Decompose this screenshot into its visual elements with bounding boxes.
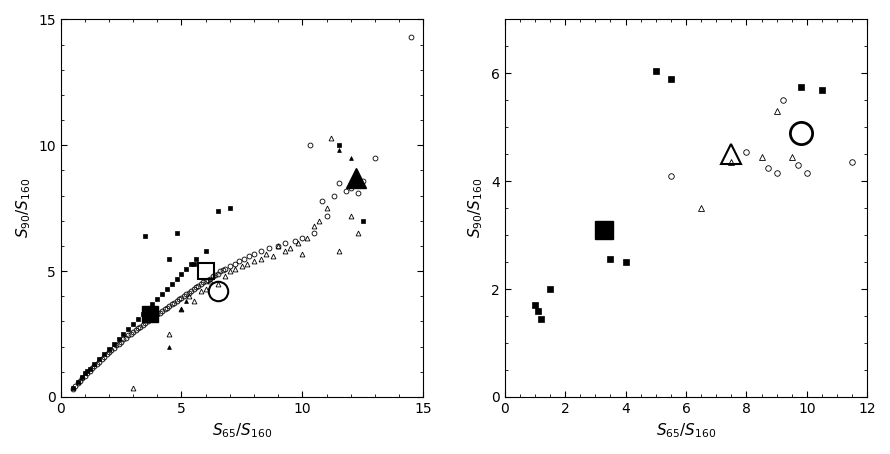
Y-axis label: $S_{90}/S_{160}$: $S_{90}/S_{160}$ bbox=[14, 178, 33, 238]
X-axis label: $S_{65}/S_{160}$: $S_{65}/S_{160}$ bbox=[656, 421, 716, 440]
Y-axis label: $S_{90}/S_{160}$: $S_{90}/S_{160}$ bbox=[466, 178, 485, 238]
X-axis label: $S_{65}/S_{160}$: $S_{65}/S_{160}$ bbox=[212, 421, 272, 440]
